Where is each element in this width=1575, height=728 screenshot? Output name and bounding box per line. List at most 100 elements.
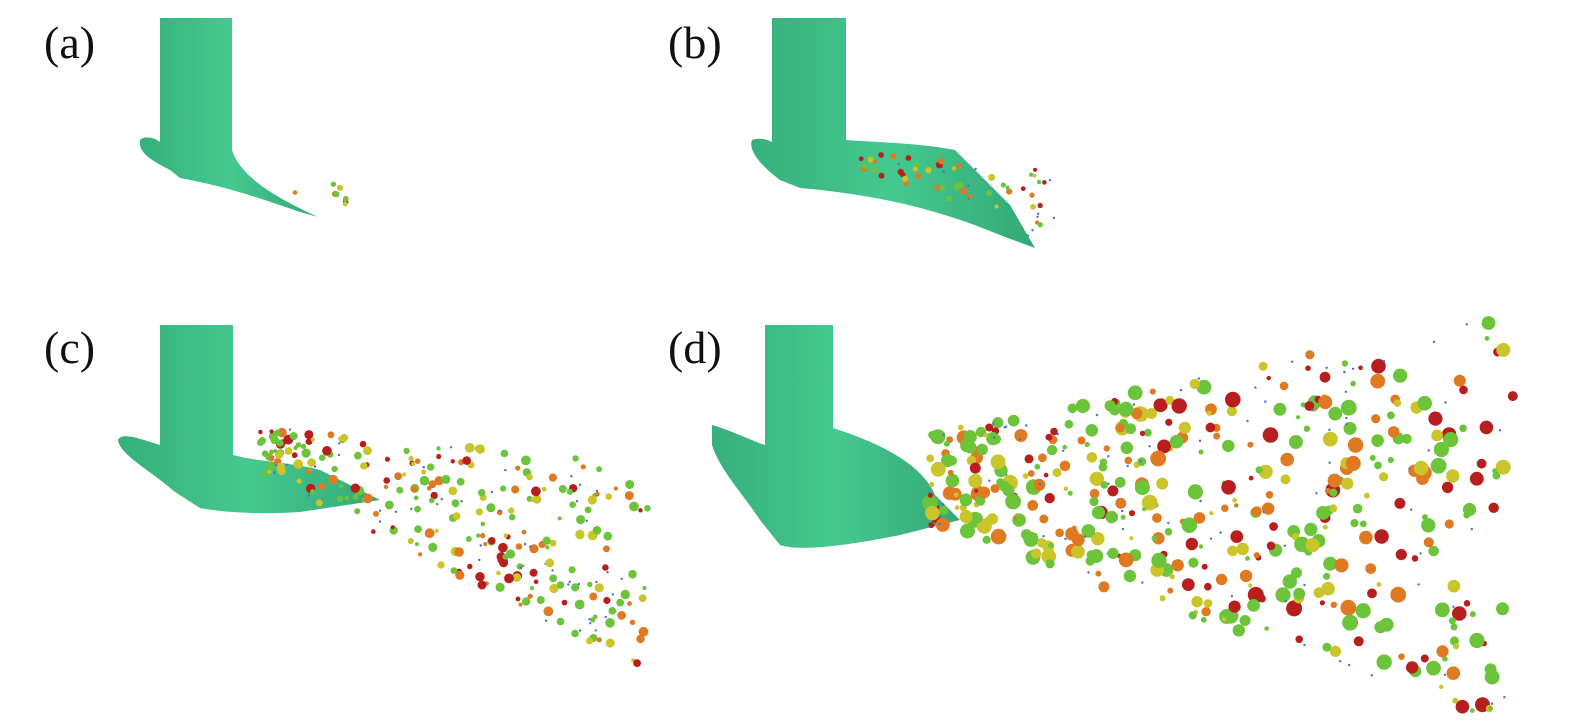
droplet — [1159, 595, 1166, 602]
droplet — [1411, 555, 1419, 562]
droplet — [1107, 547, 1119, 560]
droplet — [571, 583, 580, 592]
droplet — [371, 529, 376, 534]
droplet — [943, 440, 950, 447]
droplet — [385, 500, 394, 510]
droplet — [521, 455, 531, 466]
droplet — [544, 619, 548, 622]
droplet — [959, 493, 973, 507]
droplet — [1254, 386, 1257, 389]
droplet — [561, 599, 568, 606]
droplet — [410, 485, 418, 493]
droplet — [577, 582, 581, 586]
droplet — [1295, 635, 1303, 644]
droplet — [337, 453, 341, 457]
droplet — [1033, 167, 1038, 172]
droplet — [1199, 499, 1202, 503]
droplet — [1222, 439, 1235, 453]
droplet — [1125, 423, 1136, 435]
liquid-jet-a — [139, 18, 318, 217]
droplet — [596, 466, 603, 473]
droplet — [350, 483, 360, 493]
droplet — [1167, 587, 1174, 594]
droplet — [402, 472, 407, 477]
droplet — [982, 535, 991, 544]
droplet — [1103, 445, 1111, 452]
droplet — [1025, 424, 1028, 427]
droplet — [596, 637, 602, 643]
droplet — [1187, 484, 1203, 500]
droplet — [967, 194, 973, 199]
droplet — [1455, 699, 1470, 714]
droplet — [1304, 401, 1315, 411]
droplet — [1419, 552, 1422, 555]
droplet — [1406, 661, 1419, 674]
droplet — [1413, 460, 1429, 476]
droplet — [897, 168, 904, 176]
droplet — [890, 153, 897, 160]
droplet — [914, 162, 920, 168]
droplet — [557, 516, 562, 521]
droplet — [1225, 391, 1241, 408]
droplet — [1334, 558, 1349, 573]
droplet — [1395, 549, 1407, 561]
droplet — [574, 599, 585, 610]
droplet — [1002, 484, 1015, 497]
droplet — [551, 569, 554, 572]
droplet — [951, 166, 957, 171]
droplet — [1114, 476, 1126, 488]
droplet — [1132, 403, 1136, 406]
droplet — [1427, 449, 1430, 452]
droplet — [986, 190, 992, 196]
droplet — [959, 509, 973, 524]
droplet — [1303, 643, 1306, 647]
droplet — [992, 422, 995, 425]
droplet — [268, 455, 275, 462]
droplet — [1181, 578, 1195, 591]
droplet — [475, 508, 483, 516]
droplet — [930, 461, 946, 477]
droplet — [988, 173, 996, 181]
droplet — [274, 450, 284, 459]
droplet — [1321, 581, 1335, 596]
droplet — [1416, 472, 1429, 485]
droplet — [633, 659, 641, 667]
droplet — [1291, 567, 1302, 579]
droplet — [953, 492, 959, 498]
droplet — [1247, 599, 1260, 612]
droplet — [394, 472, 402, 481]
droplet — [1313, 587, 1325, 598]
droplet — [545, 545, 550, 550]
droplet — [1246, 419, 1249, 423]
droplet — [953, 183, 961, 191]
droplet — [1030, 483, 1035, 488]
droplet — [585, 519, 588, 522]
droplet — [1469, 611, 1476, 618]
droplet — [1146, 408, 1157, 419]
droplet — [1239, 615, 1251, 626]
droplet — [1315, 492, 1318, 495]
droplet — [578, 483, 582, 486]
droplet — [339, 483, 344, 489]
droplet — [603, 596, 611, 605]
droplet — [1342, 614, 1359, 631]
droplet — [1139, 460, 1142, 463]
droplet — [628, 569, 637, 579]
droplet — [1393, 368, 1408, 383]
panel-label-d: (d) — [668, 322, 722, 373]
droplet — [1340, 399, 1357, 416]
droplet — [270, 435, 279, 445]
droplet — [1428, 545, 1439, 557]
droplet — [328, 474, 338, 485]
droplet — [342, 201, 348, 207]
droplet — [1230, 595, 1234, 598]
droplet — [1484, 669, 1500, 685]
droplet — [946, 195, 953, 202]
droplet — [1293, 587, 1306, 600]
droplet — [992, 417, 1004, 429]
droplet — [275, 464, 278, 467]
droplet — [1236, 542, 1249, 556]
droplet — [257, 439, 264, 446]
droplet — [1258, 361, 1268, 371]
droplet — [436, 502, 439, 506]
